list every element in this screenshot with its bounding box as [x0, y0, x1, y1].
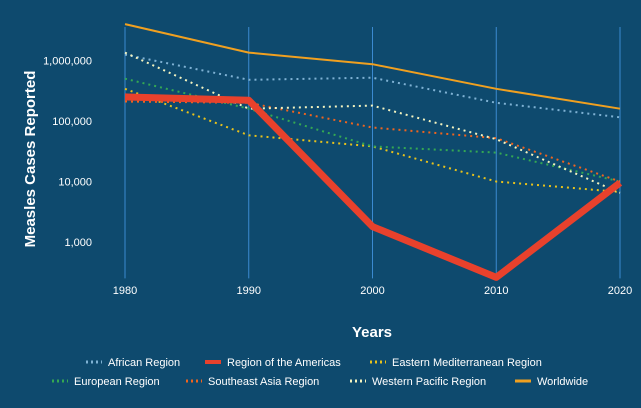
y-tick-label: 1,000,000: [43, 56, 92, 68]
y-axis-title: Measles Cases Reported: [22, 71, 39, 248]
series-line-african-region: [124, 53, 621, 119]
grid-lines: [124, 27, 621, 279]
y-tick-label: 10,000: [58, 177, 92, 189]
x-tick-label: 2020: [608, 285, 632, 297]
series-line-region-of-the-americas: [124, 93, 623, 281]
legend-label: Region of the Americas: [227, 357, 341, 369]
legend-label: Western Pacific Region: [372, 376, 486, 388]
series-line-eastern-mediterranean-region: [124, 87, 621, 193]
x-tick-label: 1990: [237, 285, 261, 297]
x-tick-labels: 1980 1990 2000 2010 2020: [113, 285, 632, 297]
x-tick-label: 2000: [360, 285, 384, 297]
y-tick-labels: 1,000 10,000 100,000 1,000,000: [43, 56, 92, 250]
x-tick-label: 2010: [484, 285, 508, 297]
legend-label: Southeast Asia Region: [208, 376, 319, 388]
legend-label: European Region: [74, 376, 160, 388]
legend-label: Worldwide: [537, 376, 588, 388]
y-tick-label: 1,000: [64, 237, 92, 249]
x-axis-title: Years: [352, 324, 392, 341]
legend-label: African Region: [108, 357, 180, 369]
series-lines: [124, 23, 623, 281]
legend-label: Eastern Mediterranean Region: [392, 357, 542, 369]
x-tick-label: 1980: [113, 285, 137, 297]
series-line-western-pacific-region: [124, 51, 621, 194]
legend: African Region Region of the Americas East…: [52, 357, 588, 388]
series-line-worldwide: [124, 23, 621, 110]
y-tick-label: 100,000: [52, 116, 92, 128]
